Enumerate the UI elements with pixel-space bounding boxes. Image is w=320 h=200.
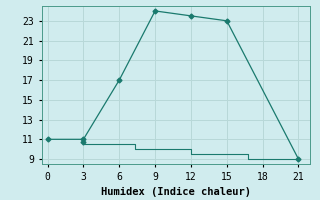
X-axis label: Humidex (Indice chaleur): Humidex (Indice chaleur) [101,187,251,197]
